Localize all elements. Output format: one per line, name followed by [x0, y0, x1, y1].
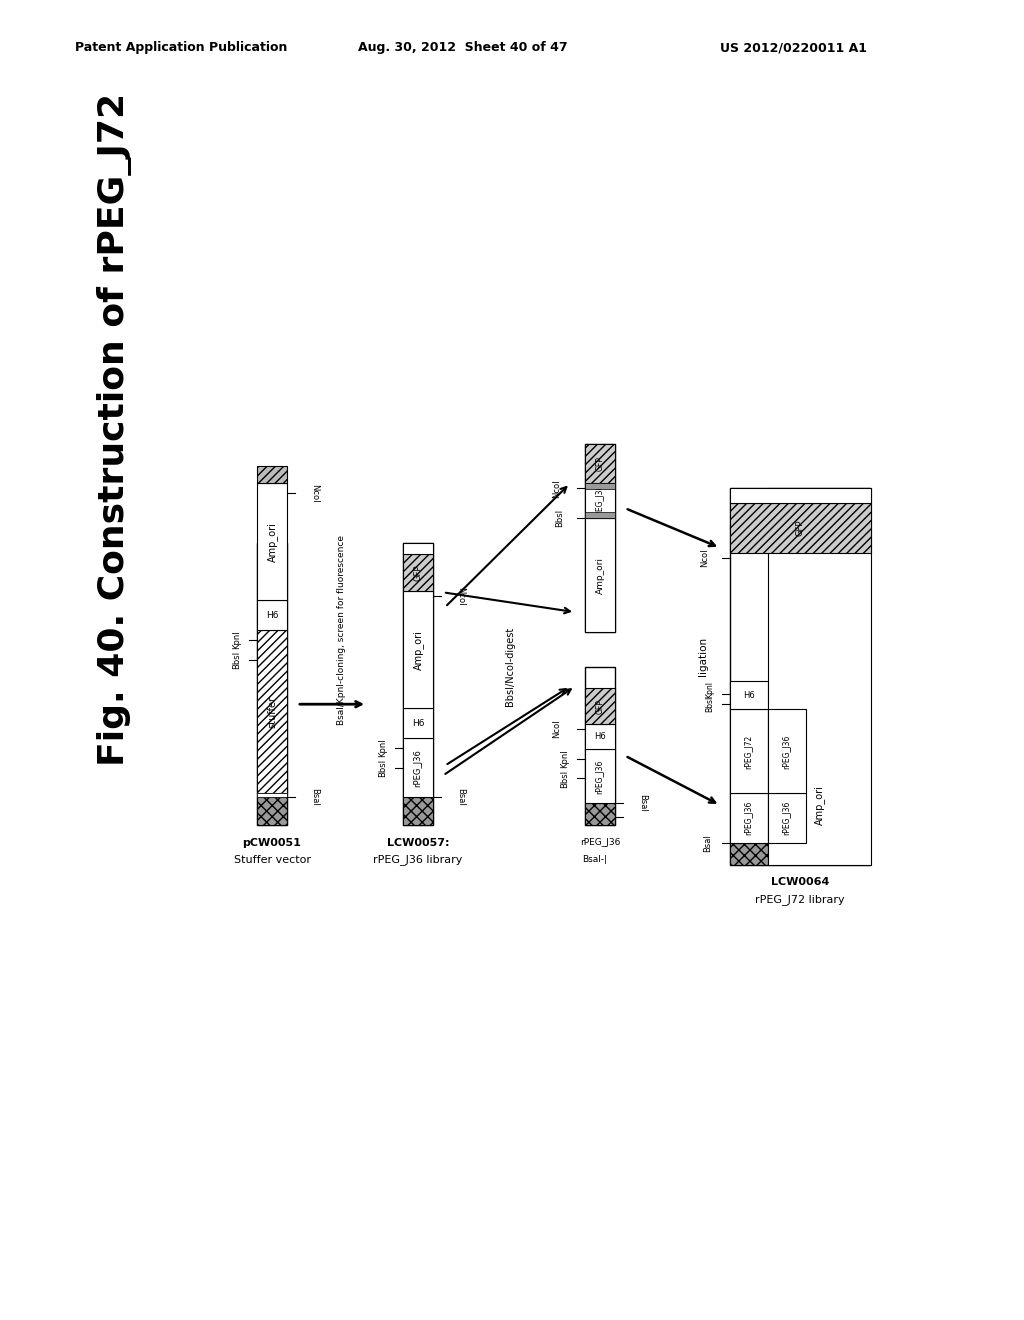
Text: H6: H6 — [594, 733, 606, 742]
Text: rPEG_J36: rPEG_J36 — [782, 734, 792, 770]
Text: H6: H6 — [743, 690, 755, 700]
Text: rPEG_J36: rPEG_J36 — [782, 801, 792, 836]
Text: stuffer: stuffer — [267, 696, 278, 729]
Text: rPEG_J72: rPEG_J72 — [744, 735, 754, 768]
Text: rPEG_J36: rPEG_J36 — [580, 838, 621, 847]
Text: Patent Application Publication: Patent Application Publication — [75, 41, 288, 54]
Text: rPEG_J72 library: rPEG_J72 library — [755, 894, 845, 904]
Text: Kpnl: Kpnl — [379, 738, 387, 758]
Text: rPEG_J36: rPEG_J36 — [414, 748, 423, 787]
Text: Amp_ori: Amp_ori — [813, 785, 824, 825]
Bar — [257, 630, 287, 793]
Text: LCW0064: LCW0064 — [771, 878, 829, 887]
Bar — [730, 793, 768, 842]
Bar — [730, 709, 768, 793]
Text: NcoI: NcoI — [553, 719, 561, 738]
Bar — [730, 503, 871, 553]
Bar — [585, 803, 615, 825]
Bar — [403, 738, 433, 797]
Text: BbsI: BbsI — [555, 510, 564, 527]
Text: BbsI: BbsI — [560, 770, 569, 788]
Bar — [403, 708, 433, 738]
Text: US 2012/0220011 A1: US 2012/0220011 A1 — [720, 41, 867, 54]
Bar — [585, 723, 615, 748]
Text: ligation: ligation — [698, 638, 708, 676]
Bar — [585, 444, 615, 632]
Text: GFP: GFP — [796, 520, 805, 536]
Text: pCW0051: pCW0051 — [243, 838, 301, 847]
Text: GFP: GFP — [596, 698, 604, 714]
Text: Stuffer vector: Stuffer vector — [233, 854, 310, 865]
Bar — [585, 667, 615, 825]
Bar — [585, 483, 615, 517]
Text: BsaI: BsaI — [703, 834, 713, 851]
Text: NcoI: NcoI — [700, 548, 710, 568]
Bar — [585, 444, 615, 483]
Text: NcoI: NcoI — [553, 479, 561, 498]
Bar — [257, 466, 287, 483]
Text: Kpnl: Kpnl — [706, 681, 715, 698]
Text: H6: H6 — [266, 611, 279, 619]
Text: Amp_ori: Amp_ori — [596, 557, 604, 594]
Text: BbsI: BbsI — [379, 759, 387, 776]
Text: rPEG_J36: rPEG_J36 — [596, 759, 604, 793]
Text: BbsI: BbsI — [706, 696, 715, 713]
Text: H6: H6 — [412, 718, 424, 727]
Bar — [257, 601, 287, 630]
Text: Amp_ori: Amp_ori — [266, 521, 278, 562]
Bar — [403, 553, 433, 591]
Text: BsaI: BsaI — [310, 788, 319, 807]
Text: rPEG_J36 library: rPEG_J36 library — [374, 854, 463, 865]
Bar — [730, 681, 768, 709]
Text: Fig. 40. Construction of rPEG_J72: Fig. 40. Construction of rPEG_J72 — [97, 92, 132, 766]
Text: NcoI: NcoI — [310, 484, 319, 503]
Bar — [257, 797, 287, 825]
Bar — [403, 543, 433, 553]
Bar — [585, 483, 615, 490]
Bar — [730, 842, 768, 865]
Bar — [730, 488, 871, 503]
Text: GFP: GFP — [414, 564, 423, 581]
Text: rPEG_J36: rPEG_J36 — [596, 484, 604, 519]
Text: Amp_ori: Amp_ori — [413, 630, 424, 669]
Text: BsaI/KpnI-cloning, screen for fluorescence: BsaI/KpnI-cloning, screen for fluorescen… — [338, 535, 346, 725]
Bar — [257, 793, 287, 797]
Bar — [730, 488, 870, 865]
Bar — [768, 709, 806, 793]
Bar — [403, 543, 433, 825]
Bar — [585, 517, 615, 632]
Text: BsaI: BsaI — [457, 788, 466, 807]
Bar — [403, 797, 433, 825]
Text: Aug. 30, 2012  Sheet 40 of 47: Aug. 30, 2012 Sheet 40 of 47 — [358, 41, 567, 54]
Text: BbsI: BbsI — [232, 651, 242, 669]
Text: rPEG_J36: rPEG_J36 — [744, 801, 754, 836]
Bar — [768, 488, 871, 865]
Text: BsaI-|: BsaI-| — [583, 855, 607, 865]
Text: BsaI: BsaI — [639, 795, 647, 812]
Bar — [257, 543, 287, 825]
Text: LCW0057:: LCW0057: — [387, 838, 450, 847]
Bar — [768, 793, 806, 842]
Text: Kpnl: Kpnl — [232, 631, 242, 649]
Bar — [403, 591, 433, 708]
Text: BbsI/NcoI-digest: BbsI/NcoI-digest — [505, 627, 515, 706]
Bar — [585, 748, 615, 803]
Text: Kpnl: Kpnl — [560, 750, 569, 768]
Bar — [585, 688, 615, 723]
Text: NcoI: NcoI — [457, 587, 466, 606]
Text: GFP: GFP — [596, 457, 604, 471]
Bar — [257, 483, 287, 601]
Bar — [585, 512, 615, 517]
